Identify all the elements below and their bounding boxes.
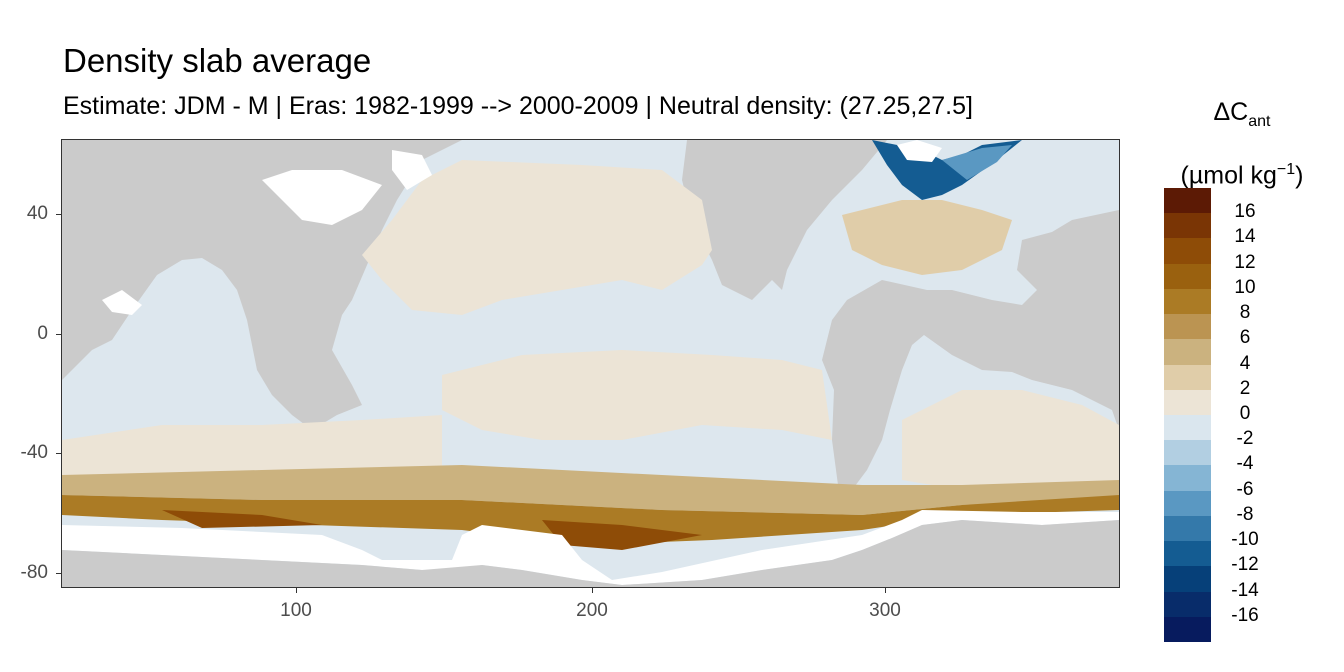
y-tick-mark	[56, 453, 62, 454]
legend-color-swatch	[1164, 591, 1211, 618]
x-tick-mark	[592, 587, 593, 593]
x-tick-mark	[885, 587, 886, 593]
southern-band-light	[62, 465, 1119, 515]
map-panel	[61, 139, 1120, 588]
legend-color-swatch	[1164, 616, 1211, 643]
legend-label: -12	[1231, 554, 1259, 576]
atlantic-tan	[842, 200, 1012, 275]
y-tick-mark	[56, 214, 62, 215]
y-tick-label: -80	[20, 562, 48, 583]
legend-title-sub: ant	[1248, 113, 1271, 130]
legend-color-swatch	[1164, 541, 1211, 567]
legend-color-swatch	[1164, 389, 1211, 416]
legend-color-swatch	[1164, 288, 1211, 315]
antarctica-land	[62, 520, 1119, 587]
legend-color-swatch	[1164, 440, 1211, 466]
legend-unit-post: )	[1295, 161, 1304, 190]
legend-label: 16	[1234, 201, 1256, 223]
map-subtitle: Estimate: JDM - M | Eras: 1982-1999 --> …	[63, 92, 973, 120]
legend-color-swatch	[1164, 364, 1211, 391]
y-tick-mark	[56, 334, 62, 335]
legend-color-swatch	[1164, 566, 1211, 593]
legend-label: 4	[1239, 352, 1251, 374]
x-tick-label: 200	[576, 600, 608, 621]
legend-label: -2	[1236, 428, 1254, 450]
legend-label: 8	[1239, 302, 1251, 324]
legend-title: ΔCant (µmol kg−1)	[1150, 88, 1334, 199]
legend-color-swatch	[1164, 515, 1211, 542]
ocean-map	[62, 140, 1119, 587]
legend-label: -14	[1231, 579, 1259, 601]
greenland-no-data	[897, 140, 942, 162]
legend-label: 6	[1239, 327, 1251, 349]
legend-label: 0	[1239, 403, 1251, 424]
legend-color-swatch	[1164, 465, 1211, 492]
legend-color-swatch	[1164, 415, 1211, 441]
legend-label: 10	[1234, 276, 1256, 298]
legend-unit-pre: (µmol kg	[1180, 161, 1277, 190]
legend-color-swatch	[1164, 238, 1211, 265]
antarctica-no-data	[62, 510, 1119, 585]
legend-label: -6	[1236, 478, 1254, 500]
north-pacific-tan	[362, 160, 712, 315]
indian-tan	[62, 415, 442, 480]
legend-label: -4	[1236, 453, 1254, 475]
y-tick-label: 0	[37, 323, 48, 344]
legend-color-swatch	[1164, 490, 1211, 517]
southern-band-dark	[162, 510, 702, 550]
x-tick-label: 300	[869, 600, 901, 621]
y-tick-label: 40	[26, 203, 48, 224]
legend-color-swatch	[1164, 188, 1211, 214]
legend-label: -16	[1231, 604, 1259, 626]
legend-title-main: ΔC	[1213, 98, 1249, 126]
mediterranean-no-data	[102, 290, 142, 315]
legend-color-swatch	[1164, 339, 1211, 366]
legend-color-swatch	[1164, 314, 1211, 340]
map-title: Density slab average	[63, 42, 372, 79]
legend-label: 12	[1234, 251, 1256, 273]
southern-band-mid	[62, 495, 1119, 545]
legend-colorbar	[1164, 188, 1211, 643]
x-tick-mark	[296, 587, 297, 593]
legend-label: -10	[1231, 529, 1259, 551]
labrador-light	[942, 145, 1012, 180]
legend-unit-sup: −1	[1276, 161, 1296, 178]
okhotsk-no-data	[392, 150, 432, 190]
x-tick-label: 100	[280, 600, 312, 621]
south-atlantic-tan	[902, 390, 1119, 490]
legend-color-swatch	[1164, 263, 1211, 290]
y-tick-mark	[56, 573, 62, 574]
south-pacific-tan	[442, 350, 832, 440]
legend-color-swatch	[1164, 213, 1211, 239]
north-pacific-no-data	[262, 170, 382, 225]
legend-label: -8	[1236, 503, 1254, 525]
legend-label: 14	[1234, 226, 1256, 248]
y-tick-label: -40	[20, 442, 48, 463]
legend-label: 2	[1239, 377, 1251, 399]
